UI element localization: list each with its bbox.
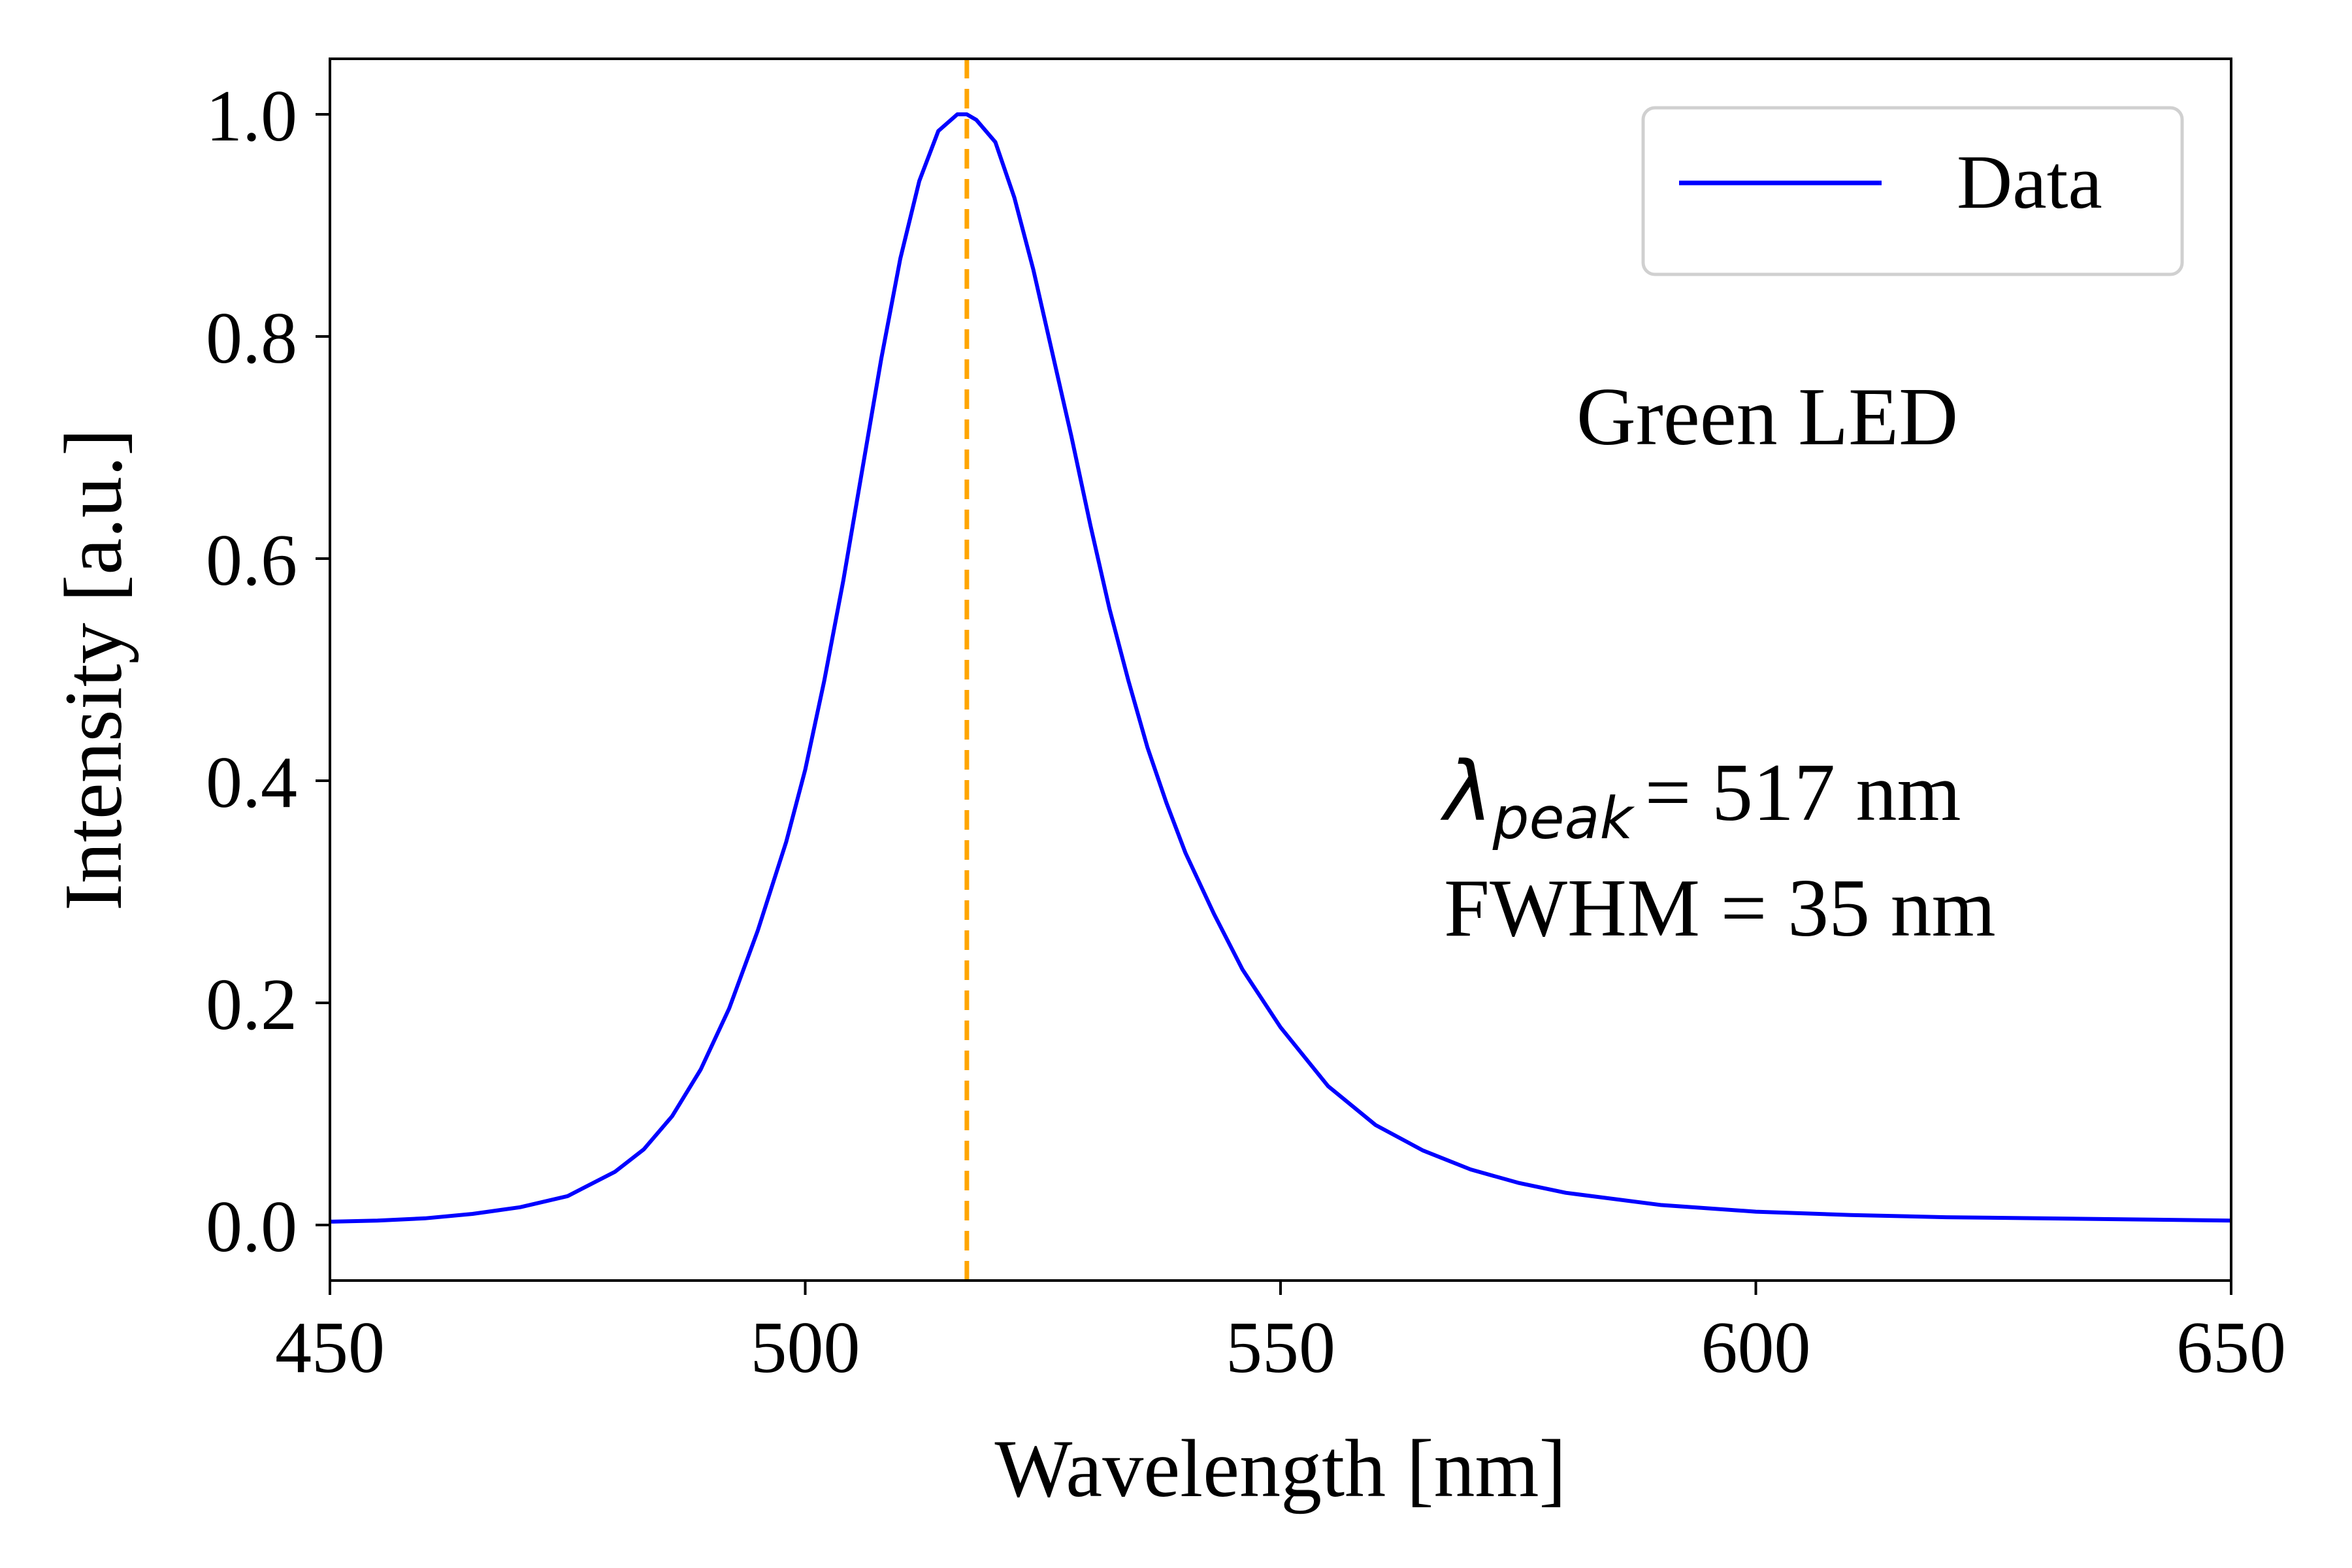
x-tick-label: 500	[751, 1307, 860, 1388]
y-tick-label: 1.0	[206, 76, 297, 157]
y-tick-label: 0.6	[206, 520, 297, 601]
lambda-symbol: λ	[1440, 743, 1493, 840]
led-label: Green LED	[1576, 372, 1958, 463]
lambda-subscript: peak	[1492, 785, 1635, 852]
fwhm-annotation: FWHM = 35 nm	[1444, 863, 1996, 954]
peak-annotation: λpeak = 517 nm	[1440, 743, 1961, 852]
x-axis-ticks: 450 500 550 600 650	[275, 1281, 2286, 1388]
x-tick-label: 550	[1226, 1307, 1335, 1388]
y-tick-label: 0.2	[206, 964, 297, 1045]
legend-box	[1641, 106, 2184, 276]
series-line-data	[329, 112, 2232, 1224]
y-tick-label: 0.0	[206, 1186, 297, 1267]
x-tick-label: 450	[275, 1307, 385, 1388]
y-tick-label: 0.4	[206, 742, 297, 823]
x-tick-label: 650	[2176, 1307, 2286, 1388]
y-tick-label: 0.8	[206, 298, 297, 379]
x-axis-label: Wavelength [nm]	[994, 1424, 1566, 1514]
y-axis-ticks: 0.0 0.2 0.4 0.6 0.8 1.0	[206, 76, 330, 1267]
plot-marks	[329, 59, 2232, 1281]
x-tick-label: 600	[1701, 1307, 1811, 1388]
legend: Data	[1641, 106, 2184, 276]
peak-value: = 517 nm	[1644, 747, 1961, 838]
legend-label-data: Data	[1957, 139, 2102, 225]
y-axis-label: Intensity [a.u.]	[48, 429, 139, 911]
